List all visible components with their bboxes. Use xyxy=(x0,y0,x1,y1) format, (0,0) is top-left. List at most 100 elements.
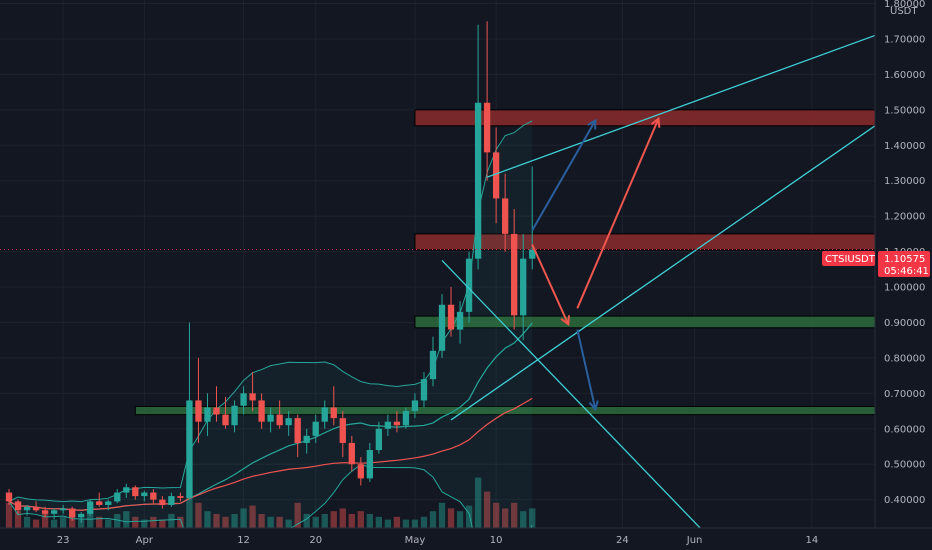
volume-bar xyxy=(393,516,401,528)
candle xyxy=(483,21,491,181)
candle-body xyxy=(123,487,130,493)
candle xyxy=(32,501,40,513)
volume-bar xyxy=(456,511,464,528)
candle xyxy=(222,396,229,429)
candle xyxy=(213,386,220,422)
candle xyxy=(501,173,509,252)
candle-body xyxy=(339,418,346,443)
candle xyxy=(339,411,346,458)
candle xyxy=(312,414,319,443)
arrow-head xyxy=(587,118,597,130)
candle-body xyxy=(429,350,437,380)
candle-body xyxy=(78,513,85,518)
candle-body xyxy=(529,249,536,259)
volume-bar xyxy=(402,519,410,528)
candlesticks[interactable] xyxy=(5,21,536,523)
projection-arrow xyxy=(531,118,597,231)
volume-bar xyxy=(240,508,247,528)
candle xyxy=(258,393,265,429)
time-axis-ticks: 23 Apr 12 20 May 10 24 Jun 14 xyxy=(57,535,818,546)
candle-body xyxy=(23,506,31,511)
candle-body xyxy=(105,501,112,505)
price-tick-label: 1.60000 xyxy=(884,70,925,81)
candle-body xyxy=(501,198,509,234)
volume-bar xyxy=(150,516,157,528)
candle xyxy=(87,499,94,516)
candle xyxy=(420,372,428,408)
volume-bar xyxy=(96,516,103,528)
candle xyxy=(231,400,238,433)
candle xyxy=(267,407,274,433)
candle-body xyxy=(231,405,238,426)
candle xyxy=(204,393,211,436)
volume-bar xyxy=(213,514,220,528)
candle-body xyxy=(511,233,518,316)
candle-body xyxy=(87,501,94,514)
candle xyxy=(23,504,31,516)
volume-bar xyxy=(105,519,112,528)
candle xyxy=(249,372,256,412)
volume-bar xyxy=(50,519,58,528)
time-tick-label: 14 xyxy=(805,535,818,546)
volume-bar xyxy=(177,516,184,528)
candle xyxy=(348,435,355,472)
volume-bar xyxy=(14,511,22,528)
projection-arrow xyxy=(576,116,661,309)
last-price-tag xyxy=(878,251,930,277)
candle-body xyxy=(195,400,202,422)
candle-body xyxy=(249,393,256,401)
volume-bar xyxy=(375,516,383,528)
candle xyxy=(59,504,67,514)
projection-arrow xyxy=(576,329,599,412)
candle-body xyxy=(520,258,527,316)
moving-averages xyxy=(8,322,533,511)
candle xyxy=(285,411,292,436)
arrow-shaft xyxy=(531,119,597,231)
time-tick-label: 20 xyxy=(309,535,322,546)
arrow-head xyxy=(650,116,661,128)
volume-bar xyxy=(258,514,265,528)
volume-bar xyxy=(483,491,491,528)
candle xyxy=(123,483,130,498)
candle-body xyxy=(5,492,13,502)
volume-bar xyxy=(132,516,139,528)
candle xyxy=(5,489,13,505)
price-tick-label: 1.80000 xyxy=(884,0,925,10)
candle-body xyxy=(132,487,139,497)
candle-body xyxy=(447,304,455,330)
volume-bar xyxy=(339,508,346,528)
candle-body xyxy=(294,418,301,443)
volume-bar xyxy=(511,502,518,528)
candle xyxy=(321,400,328,429)
candle xyxy=(276,400,283,429)
candle-body xyxy=(258,400,265,422)
candle-body xyxy=(32,506,40,511)
candle-body xyxy=(474,102,482,259)
candle xyxy=(465,251,473,323)
volume-bar xyxy=(231,514,238,528)
candle-body xyxy=(402,411,410,426)
candle xyxy=(357,457,364,486)
volume-bar xyxy=(159,519,166,528)
candle xyxy=(132,485,139,500)
candle xyxy=(393,411,401,433)
volume-bar xyxy=(123,511,130,528)
price-tick-label: 1.20000 xyxy=(884,212,925,223)
time-axis[interactable] xyxy=(0,528,932,550)
price-tick-label: 0.50000 xyxy=(884,460,925,471)
candle-body xyxy=(41,510,49,514)
time-tick-label: May xyxy=(405,535,426,546)
candle xyxy=(366,442,374,482)
volume-bar xyxy=(32,519,40,528)
candle-body xyxy=(213,407,220,415)
time-tick-label: 24 xyxy=(616,535,629,546)
volume-bar xyxy=(520,511,527,528)
candle-body xyxy=(321,407,328,422)
candle xyxy=(240,386,247,415)
price-tick-label: 0.90000 xyxy=(884,318,925,329)
candle-body xyxy=(59,508,67,511)
volume-bar xyxy=(195,502,202,528)
candle xyxy=(375,421,383,454)
candle-body xyxy=(456,311,464,330)
